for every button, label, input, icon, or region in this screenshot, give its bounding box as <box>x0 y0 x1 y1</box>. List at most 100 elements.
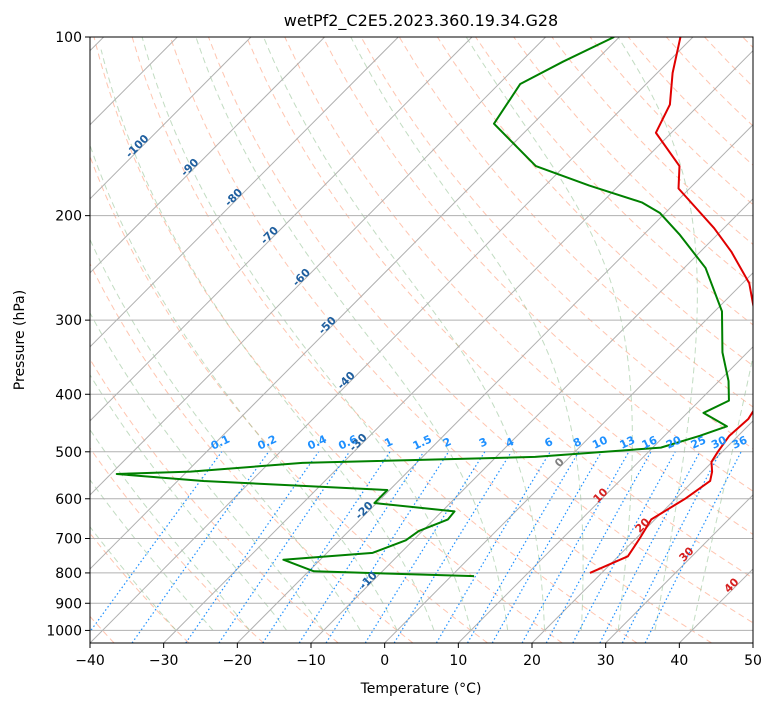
x-tick-label: 10 <box>449 653 467 669</box>
isotherm-label: -40 <box>335 369 358 392</box>
dry-adiabat <box>704 37 753 88</box>
isotherm-gridline <box>163 49 753 643</box>
dry-adiabat <box>284 37 753 535</box>
mixing-ratio-line <box>90 451 223 633</box>
mixing-ratio-line <box>393 451 512 643</box>
mixing-ratio-label: 0.1 <box>209 433 232 453</box>
x-tick-label: −10 <box>296 653 326 669</box>
moist-adiabat <box>691 354 753 631</box>
y-tick-label: 900 <box>55 596 82 612</box>
isotherm-gridline <box>90 37 325 274</box>
mixing-ratio-label: 3 <box>477 435 489 450</box>
moist-adiabat <box>617 37 698 631</box>
dry-adiabat <box>90 358 339 643</box>
x-tick-label: −20 <box>223 653 253 669</box>
isotherm-gridline <box>90 37 694 643</box>
mixing-ratio-line <box>325 451 450 643</box>
isotherm-gridline <box>310 198 753 643</box>
moist-adiabat <box>90 478 214 631</box>
isotherm-label: -60 <box>290 266 313 289</box>
dry-adiabat <box>436 37 753 367</box>
dry-adiabat <box>322 37 753 492</box>
isotherm-gridline <box>457 346 753 643</box>
y-tick-label: 200 <box>55 209 82 225</box>
temperature-line <box>589 37 753 574</box>
mixing-ratio-label: 36 <box>730 433 750 451</box>
isotherm-gridline <box>90 37 399 348</box>
isotherm-label: -90 <box>178 156 201 179</box>
chart-title: wetPf2_C2E5.2023.360.19.34.G28 <box>284 11 558 31</box>
mixing-ratio-line <box>364 451 486 643</box>
mixing-ratio-line <box>521 451 630 643</box>
mixing-ratio-label: 16 <box>640 433 660 451</box>
y-tick-label: 300 <box>55 313 82 329</box>
adiabat-label: 30 <box>677 544 697 564</box>
adiabat-label: 20 <box>633 515 653 535</box>
dry-adiabat <box>513 37 753 286</box>
dry-adiabat <box>93 37 563 643</box>
isotherm-label: -100 <box>123 132 152 161</box>
x-tick-label: 20 <box>523 653 541 669</box>
x-axis-title: Temperature (°C) <box>360 681 482 697</box>
moist-adiabat <box>141 37 472 631</box>
plot-frame <box>89 36 754 644</box>
mixing-ratio-line <box>435 451 551 643</box>
x-tick-label: 30 <box>597 653 615 669</box>
mixing-ratio-line <box>545 451 652 643</box>
mixing-ratio-label: 25 <box>689 433 708 451</box>
mixing-ratio-label: 0.4 <box>306 432 329 452</box>
dry-adiabat <box>551 37 753 246</box>
isotherm-gridline <box>384 272 753 643</box>
mixing-ratio-line <box>185 451 320 643</box>
mixing-ratio-label: 20 <box>664 433 684 451</box>
dry-adiabat <box>90 262 414 643</box>
mixing-ratio-label: 1 <box>382 435 394 450</box>
mixing-ratio-label: 8 <box>571 435 583 450</box>
y-tick-label: 700 <box>55 532 82 548</box>
adiabat-label: 40 <box>722 575 742 595</box>
mixing-ratio-line <box>298 451 425 643</box>
dry-adiabat <box>90 447 264 643</box>
x-tick-label: −40 <box>75 653 105 669</box>
dry-adiabat <box>131 37 638 643</box>
mixing-ratio-label: 6 <box>543 435 556 450</box>
moist-adiabat <box>350 37 584 631</box>
isotherm-gridline <box>531 420 753 643</box>
isotherm-label: -80 <box>222 186 245 209</box>
dry-adiabat <box>208 37 753 624</box>
y-tick-label: 100 <box>55 30 82 46</box>
mixing-ratio-line <box>218 451 350 643</box>
mixing-ratio-line <box>572 451 676 643</box>
isotherm-gridline <box>605 494 753 643</box>
isotherm-gridline <box>752 642 753 643</box>
mixing-ratio-line <box>644 451 742 643</box>
isotherm-gridline <box>236 124 753 643</box>
dry-adiabat <box>475 37 753 326</box>
isotherm-gridline <box>90 37 473 422</box>
dewpoint-line <box>115 37 730 578</box>
moist-adiabat <box>465 37 633 631</box>
mixing-ratio-line <box>131 451 270 643</box>
y-tick-label: 1000 <box>46 623 82 639</box>
y-tick-label: 400 <box>55 387 82 403</box>
mixing-ratio-label: 30 <box>709 433 729 451</box>
y-tick-label: 500 <box>55 445 82 461</box>
x-tick-label: 50 <box>744 653 762 669</box>
isotherm-gridline <box>90 37 620 570</box>
dry-adiabat <box>246 37 753 579</box>
mixing-ratio-label: 10 <box>590 433 610 451</box>
moist-adiabat <box>195 37 509 631</box>
x-tick-label: 40 <box>670 653 688 669</box>
mixing-ratio-label: 13 <box>618 433 637 451</box>
isotherm-label: -50 <box>316 314 339 337</box>
moist-adiabat <box>90 311 324 631</box>
dry-adiabat <box>169 37 712 643</box>
x-tick-label: 0 <box>380 653 389 669</box>
moist-adiabat <box>90 526 177 631</box>
moist-adiabat <box>263 37 546 631</box>
dry-adiabat <box>90 155 488 643</box>
moist-adiabat <box>90 238 361 631</box>
dry-adiabat <box>742 37 753 49</box>
x-tick-label: −30 <box>149 653 179 669</box>
